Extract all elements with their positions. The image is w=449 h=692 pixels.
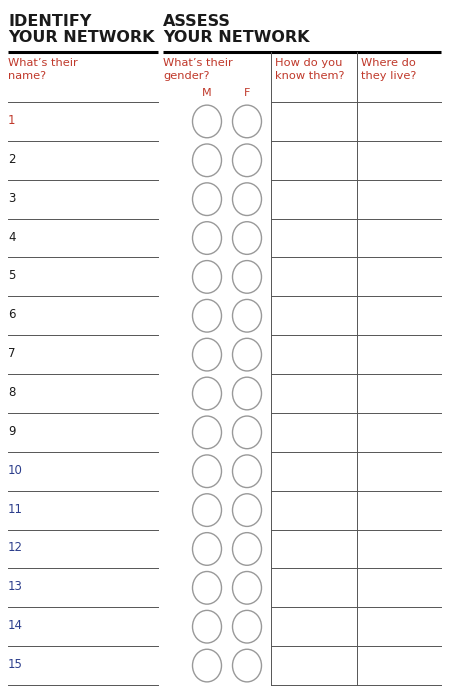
Text: 11: 11 — [8, 502, 23, 516]
Text: 3: 3 — [8, 192, 15, 205]
Text: 13: 13 — [8, 581, 23, 593]
Text: Where do
they live?: Where do they live? — [361, 58, 416, 81]
Text: 14: 14 — [8, 619, 23, 632]
Text: 8: 8 — [8, 386, 15, 399]
Text: YOUR NETWORK: YOUR NETWORK — [8, 30, 154, 45]
Text: 4: 4 — [8, 230, 16, 244]
Text: 10: 10 — [8, 464, 23, 477]
Text: What’s their
name?: What’s their name? — [8, 58, 78, 81]
Text: 12: 12 — [8, 541, 23, 554]
Text: What’s their
gender?: What’s their gender? — [163, 58, 233, 81]
Text: How do you
know them?: How do you know them? — [275, 58, 344, 81]
Text: YOUR NETWORK: YOUR NETWORK — [163, 30, 309, 45]
Text: 6: 6 — [8, 308, 16, 321]
Text: 7: 7 — [8, 347, 16, 360]
Text: M: M — [202, 88, 212, 98]
Text: ASSESS: ASSESS — [163, 14, 231, 29]
Text: 9: 9 — [8, 425, 16, 438]
Text: IDENTIFY: IDENTIFY — [8, 14, 92, 29]
Text: F: F — [244, 88, 250, 98]
Text: 15: 15 — [8, 658, 23, 671]
Text: 1: 1 — [8, 114, 16, 127]
Text: 2: 2 — [8, 153, 16, 166]
Text: 5: 5 — [8, 269, 15, 282]
